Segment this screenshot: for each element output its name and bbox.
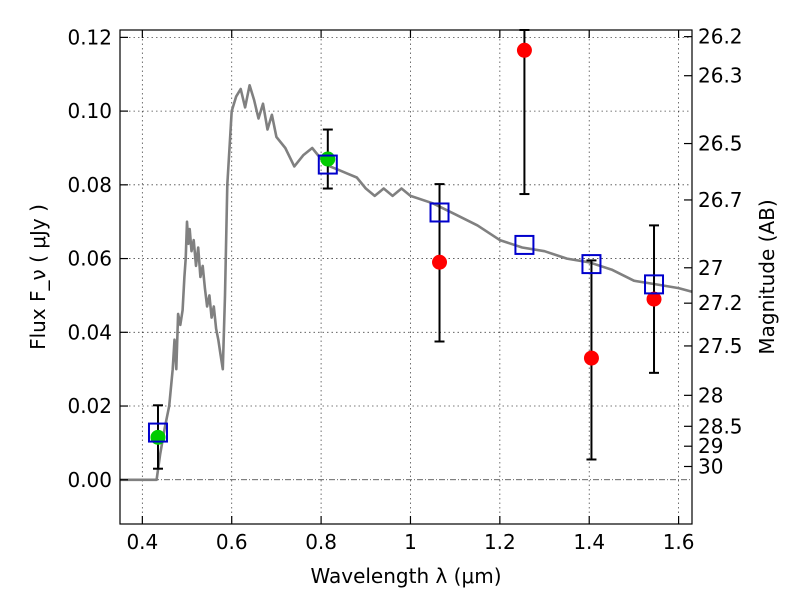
mag-tick-label: 26.5	[698, 132, 743, 156]
observed-point	[583, 350, 599, 366]
model-points	[147, 154, 665, 443]
observed-point	[646, 291, 662, 307]
mag-tick-label: 29	[698, 434, 723, 458]
mag-tick-label: 30	[698, 454, 723, 478]
x-axis-label: Wavelength λ (μm)	[310, 564, 501, 588]
right-y-axis-label: Magnitude (AB)	[755, 199, 779, 354]
x-tick-label: 0.8	[305, 530, 337, 554]
error-bars	[152, 29, 660, 470]
y-tick-label: 0.12	[67, 25, 112, 49]
x-tick-label: 1.2	[484, 530, 516, 554]
y-tick-label: 0.00	[67, 468, 112, 492]
y-axis-label: Flux F_ν ( μJy )	[26, 204, 50, 350]
observed-point	[320, 151, 336, 167]
model-square-point	[147, 422, 168, 443]
observed-point	[432, 254, 448, 270]
sed-line	[120, 84, 693, 482]
model-square-point	[581, 254, 602, 275]
model-square-point	[644, 274, 665, 295]
mag-tick-label: 26.2	[698, 25, 743, 49]
mag-tick-label: 28	[698, 383, 723, 407]
y-tick-label: 0.10	[67, 99, 112, 123]
mag-tick-label: 27	[698, 256, 723, 280]
x-tick-label: 1.6	[663, 530, 695, 554]
y-tick-label: 0.06	[67, 247, 112, 271]
mag-tick-label: 26.7	[698, 188, 743, 212]
y-tick-label: 0.02	[67, 394, 112, 418]
x-tick-label: 1.4	[573, 530, 605, 554]
observed-point	[516, 42, 532, 58]
y-tick-label: 0.04	[67, 320, 112, 344]
sed-model-curve	[120, 84, 693, 482]
mag-tick-label: 28.5	[698, 414, 743, 438]
mag-tick-label: 27.5	[698, 334, 743, 358]
model-square-point	[429, 202, 450, 223]
y-tick-label: 0.08	[67, 173, 112, 197]
x-tick-label: 1	[404, 530, 417, 554]
model-square-point	[514, 234, 535, 255]
axis-ticks: 0.4 0.6 0.8 1 1.2 1.4 1.6 0.00 0.02 0.04 0.06 0.08 0…	[67, 25, 742, 554]
mag-tick-label: 26.3	[698, 64, 743, 88]
observed-point	[150, 429, 166, 445]
grid	[120, 30, 692, 524]
mag-tick-label: 27.2	[698, 291, 743, 315]
plot-frame	[119, 29, 693, 525]
x-tick-label: 0.4	[126, 530, 158, 554]
model-square-point	[317, 154, 338, 175]
x-tick-label: 0.6	[216, 530, 248, 554]
